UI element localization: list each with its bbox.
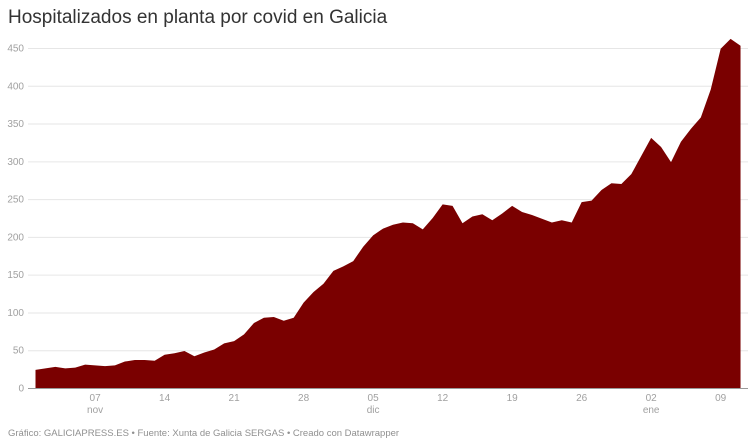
x-tick-label: 28 bbox=[298, 393, 310, 404]
y-tick-label: 250 bbox=[7, 195, 24, 206]
x-tick-label: 09 bbox=[715, 393, 727, 404]
x-tick-label: 07 bbox=[90, 393, 102, 404]
y-tick-label: 400 bbox=[7, 81, 24, 92]
y-axis-labels: 0 50 100 150 200 250 300 350 400 450 bbox=[7, 44, 24, 395]
x-tick-label: 02 bbox=[646, 393, 658, 404]
y-tick-label: 100 bbox=[7, 308, 24, 319]
x-tick-label: 26 bbox=[576, 393, 588, 404]
x-tick-label: 19 bbox=[507, 393, 519, 404]
x-tick-label: 14 bbox=[159, 393, 171, 404]
x-tick-label: 21 bbox=[229, 393, 241, 404]
x-tick-month-label: ene bbox=[643, 405, 660, 416]
y-tick-label: 150 bbox=[7, 270, 24, 281]
hospitalized-area bbox=[35, 38, 741, 389]
y-tick-label: 450 bbox=[7, 44, 24, 55]
x-tick-month-label: nov bbox=[87, 405, 103, 416]
x-tick-label: 05 bbox=[368, 393, 380, 404]
y-tick-label: 300 bbox=[7, 157, 24, 168]
y-tick-label: 200 bbox=[7, 232, 24, 243]
x-tick-month-label: dic bbox=[367, 405, 380, 416]
y-tick-label: 0 bbox=[18, 384, 24, 395]
y-tick-label: 50 bbox=[13, 346, 25, 357]
x-tick-label: 12 bbox=[437, 393, 449, 404]
y-tick-label: 350 bbox=[7, 119, 24, 130]
chart-footer-credits: Gráfico: GALICIAPRESS.ES • Fuente: Xunta… bbox=[8, 428, 400, 439]
chart-title: Hospitalizados en planta por covid en Ga… bbox=[8, 7, 388, 28]
